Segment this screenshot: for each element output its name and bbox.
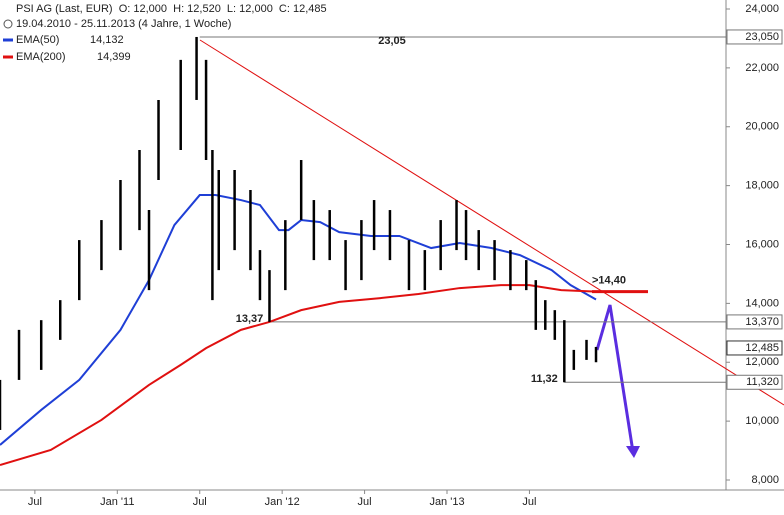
x-tick-label: Jan '11 (100, 496, 134, 508)
y-tick-label: 10,000 (745, 415, 779, 427)
level-box (726, 29, 783, 45)
x-tick-label: Jul (358, 496, 372, 508)
level-note: 23,05 (378, 35, 406, 47)
legend-value: 14,132 (90, 34, 124, 46)
y-tick-label: 8,000 (751, 474, 779, 486)
forecast-arrow (595, 304, 635, 453)
y-tick-label: 14,000 (745, 297, 779, 309)
header-range: 19.04.2010 - 25.11.2013 (4 Jahre, 1 Woch… (16, 18, 231, 30)
x-tick-label: Jan '12 (265, 496, 300, 508)
x-tick-label: Jan '13 (429, 496, 464, 508)
level-label: 11,320 (746, 376, 779, 388)
legend-name: EMA(50) (16, 34, 59, 46)
level-note: 13,37 (236, 313, 264, 325)
last-box (726, 340, 783, 356)
y-tick-label: 22,000 (745, 62, 779, 74)
level-box (726, 314, 783, 330)
legend-value: 14,399 (97, 51, 131, 63)
x-tick-label: Jul (522, 496, 536, 508)
y-tick-label: 18,000 (745, 180, 779, 192)
header-line: PSI AG (Last, EUR) O: 12,000 H: 12,520 L… (16, 3, 327, 15)
y-tick-label: 24,000 (745, 3, 779, 15)
legend-name: EMA(200) (16, 51, 66, 63)
level-box (726, 374, 783, 390)
x-tick-label: Jul (193, 496, 207, 508)
x-tick-label: Jul (28, 496, 42, 508)
arrow-head (626, 446, 640, 458)
level-label: 13,370 (745, 316, 779, 328)
level-note: 11,32 (531, 373, 558, 385)
level-label: 23,050 (745, 31, 779, 43)
ema-line (0, 194, 597, 446)
y-tick-label: 20,000 (745, 121, 779, 133)
y-tick-label: 12,000 (745, 356, 779, 368)
clock-icon (3, 19, 13, 29)
annotation-text: >14,40 (592, 275, 626, 287)
last-label: 12,485 (745, 342, 779, 354)
y-tick-label: 16,000 (745, 238, 779, 250)
trend-line (199, 39, 784, 406)
